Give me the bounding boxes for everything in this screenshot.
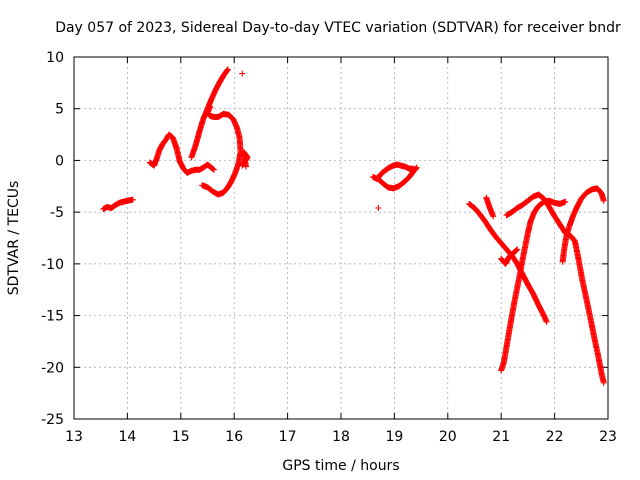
chart-title: Day 057 of 2023, Sidereal Day-to-day VTE… bbox=[55, 20, 621, 36]
data-point bbox=[600, 379, 607, 386]
data-point bbox=[210, 166, 217, 173]
data-point bbox=[239, 70, 246, 77]
data-point bbox=[512, 247, 519, 254]
x-tick-label: 14 bbox=[118, 429, 136, 445]
x-tick-label: 21 bbox=[492, 429, 510, 445]
y-tick-label: 10 bbox=[46, 50, 64, 66]
x-axis-label: GPS time / hours bbox=[282, 458, 399, 474]
x-tick-label: 18 bbox=[332, 429, 350, 445]
data-point bbox=[513, 247, 520, 254]
plot-frame bbox=[73, 56, 609, 420]
data-point bbox=[413, 165, 420, 172]
data-point bbox=[129, 196, 136, 203]
data-point bbox=[514, 246, 521, 253]
x-tick-label: 13 bbox=[65, 429, 83, 445]
data-point bbox=[562, 198, 569, 205]
data-point bbox=[413, 164, 420, 171]
x-tick-label: 19 bbox=[385, 429, 403, 445]
data-point bbox=[600, 197, 607, 204]
x-tick-label: 15 bbox=[172, 429, 190, 445]
x-tick-label: 20 bbox=[439, 429, 457, 445]
y-tick-label: -5 bbox=[50, 205, 64, 221]
data-point bbox=[490, 213, 497, 220]
x-tick-label: 17 bbox=[279, 429, 297, 445]
data-point bbox=[412, 166, 419, 173]
y-tick-label: -10 bbox=[41, 257, 64, 273]
data-point bbox=[207, 103, 214, 110]
data-point bbox=[224, 67, 231, 74]
y-tick-label: -25 bbox=[41, 412, 64, 428]
tick-labels: 13 14 15 16 17 18 19 20 21 22 23 10 5 0 -5 -10 -15 -20 -25 bbox=[41, 50, 617, 445]
y-tick-label: -20 bbox=[41, 360, 64, 376]
x-tick-label: 16 bbox=[225, 429, 243, 445]
x-tick-label: 23 bbox=[599, 429, 617, 445]
data-point bbox=[543, 318, 550, 325]
data-points bbox=[100, 66, 607, 386]
data-point bbox=[210, 166, 217, 173]
data-point bbox=[375, 205, 382, 212]
y-tick-label: 5 bbox=[55, 102, 64, 118]
data-point bbox=[242, 163, 249, 170]
y-tick-label: 0 bbox=[55, 153, 64, 169]
y-axis-label: SDTVAR / TECUs bbox=[6, 181, 22, 296]
y-tick-label: -15 bbox=[41, 309, 64, 325]
data-point bbox=[224, 66, 231, 73]
x-tick-label: 22 bbox=[546, 429, 564, 445]
